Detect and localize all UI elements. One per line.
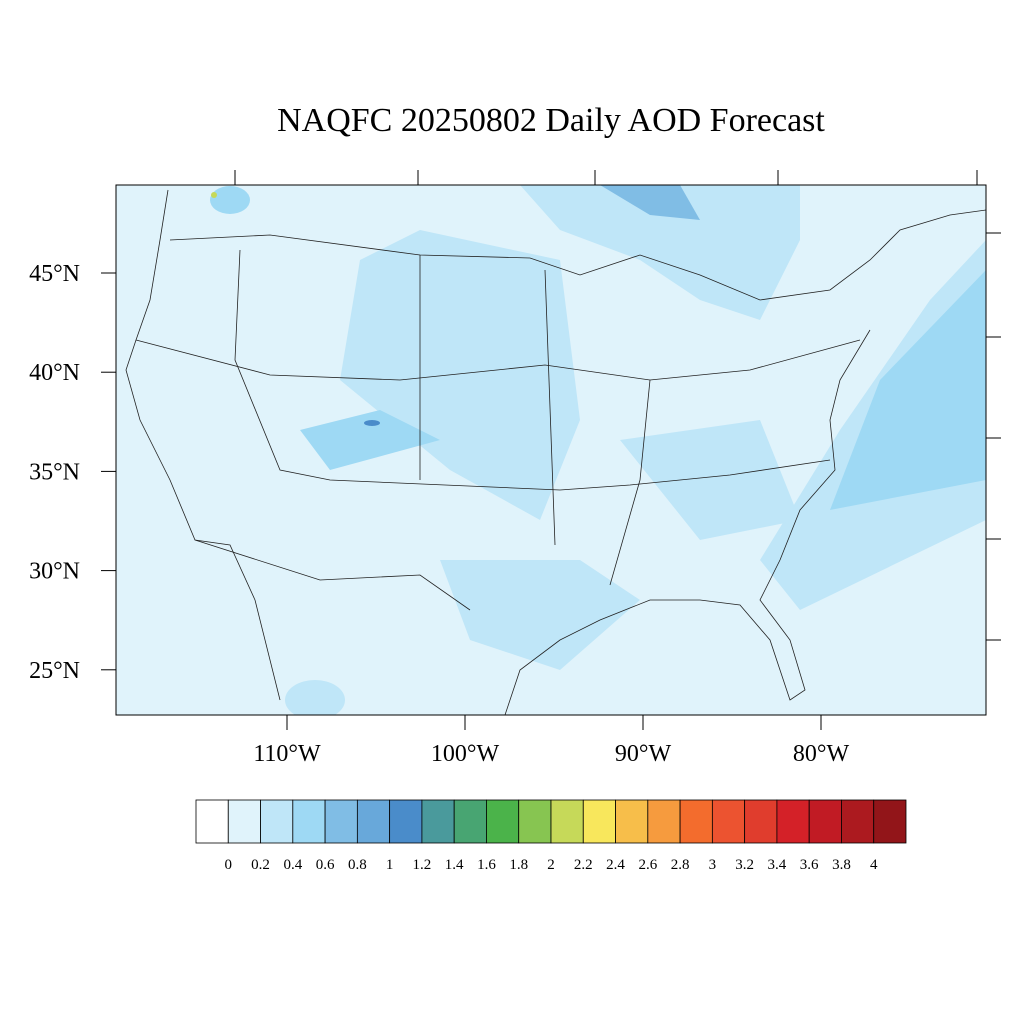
lon-label: 80°W <box>793 741 850 767</box>
colorbar-label: 0.8 <box>348 857 367 873</box>
colorbar-label: 3 <box>709 857 717 873</box>
lat-label: 25°N <box>29 658 80 684</box>
smoke-plume <box>440 560 640 670</box>
colorbar-label: 3.4 <box>768 857 787 873</box>
colorbar-label: 1.8 <box>509 857 528 873</box>
colorbar-box <box>744 799 778 844</box>
colorbar-label: 2.6 <box>638 857 657 873</box>
colorbar-box <box>356 799 391 844</box>
colorbar-box <box>227 799 261 844</box>
smoke-plume <box>520 185 800 320</box>
colorbar-box <box>711 799 746 844</box>
colorbar-label: 2.8 <box>671 857 690 873</box>
frame-ticks <box>234 170 1001 641</box>
lat-label: 45°N <box>29 261 80 287</box>
colorbar-label: 0.6 <box>316 857 335 873</box>
map-frame <box>115 184 987 716</box>
colorbar-label: 0.2 <box>251 857 270 873</box>
colorbar-box <box>195 799 229 844</box>
smoke-plume <box>620 420 800 540</box>
colorbar-label: 0 <box>225 857 233 873</box>
smoke-plume <box>600 185 700 220</box>
lon-label: 90°W <box>615 741 672 767</box>
colorbar-box <box>486 799 520 844</box>
colorbar-box <box>518 799 552 844</box>
colorbar-box <box>389 799 423 844</box>
smoke-plume <box>285 680 345 715</box>
colorbar-box <box>260 799 294 844</box>
colorbar-label: 2 <box>547 857 555 873</box>
colorbar-box <box>324 799 358 844</box>
colorbar-label: 2.2 <box>574 857 593 873</box>
smoke-plume <box>300 410 440 470</box>
colorbar-box <box>421 799 455 844</box>
colorbar-box <box>615 799 649 844</box>
colorbar-box <box>582 799 616 844</box>
lon-label: 100°W <box>431 741 500 767</box>
colorbar-label: 2.4 <box>606 857 625 873</box>
colorbar-label: 1.6 <box>477 857 496 873</box>
colorbar-label: 3.8 <box>832 857 851 873</box>
colorbar-box <box>808 799 842 844</box>
fire-spot <box>364 420 380 426</box>
colorbar-label: 3.6 <box>800 857 819 873</box>
coastlines <box>125 189 986 715</box>
fire-spot <box>211 192 217 198</box>
lat-label: 35°N <box>29 459 80 485</box>
colorbar-label: 1.4 <box>445 857 464 873</box>
smoke-plume <box>830 270 986 510</box>
lat-label: 40°N <box>29 360 80 386</box>
colorbar-box <box>292 799 326 844</box>
colorbar-label: 4 <box>870 857 878 873</box>
colorbar-box <box>679 799 713 844</box>
colorbar-label: 1.2 <box>413 857 432 873</box>
colorbar-box <box>453 799 487 844</box>
smoke-plume <box>340 230 580 520</box>
colorbar-label: 1 <box>386 857 394 873</box>
aod-field <box>116 185 986 715</box>
lat-label: 30°N <box>29 559 80 585</box>
colorbar-box <box>873 799 907 844</box>
colorbar-label: 3.2 <box>735 857 754 873</box>
title: NAQFC 20250802 Daily AOD Forecast <box>277 102 825 139</box>
colorbar-box <box>776 799 810 844</box>
colorbar-box <box>841 799 875 844</box>
colorbar-box <box>647 799 681 844</box>
colorbar-box <box>550 799 584 844</box>
colorbar-label: 0.4 <box>283 857 302 873</box>
smoke-plume <box>210 186 250 214</box>
lon-label: 110°W <box>253 741 321 767</box>
